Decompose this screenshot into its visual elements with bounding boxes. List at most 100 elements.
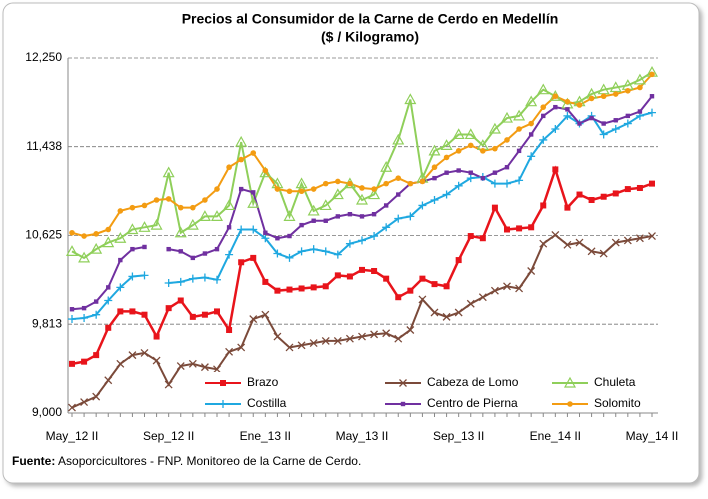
marker bbox=[478, 293, 487, 302]
marker bbox=[515, 176, 524, 185]
marker bbox=[335, 214, 341, 219]
chart-title: Precios al Consumidor de la Carne de Cer… bbox=[182, 11, 559, 27]
legend-label: Costilla bbox=[247, 396, 287, 410]
marker bbox=[382, 329, 391, 338]
marker bbox=[78, 251, 91, 263]
marker bbox=[238, 156, 244, 163]
x-tick-label: Ene_13 II bbox=[240, 429, 291, 443]
x-tick-label: May_14 II bbox=[626, 429, 679, 443]
marker bbox=[576, 102, 583, 108]
marker bbox=[116, 283, 125, 292]
marker bbox=[464, 128, 477, 140]
marker bbox=[575, 238, 584, 247]
marker bbox=[452, 128, 465, 140]
marker bbox=[563, 240, 572, 249]
marker bbox=[467, 142, 474, 149]
marker bbox=[226, 326, 233, 333]
marker bbox=[539, 239, 548, 248]
marker bbox=[563, 111, 572, 120]
marker bbox=[275, 236, 280, 241]
marker bbox=[214, 246, 220, 252]
marker bbox=[118, 257, 123, 263]
marker bbox=[141, 202, 148, 209]
marker bbox=[480, 148, 486, 154]
marker bbox=[213, 365, 221, 374]
marker bbox=[442, 312, 451, 321]
marker bbox=[333, 336, 342, 345]
marker bbox=[468, 170, 473, 175]
x-tick-label: May_12 II bbox=[46, 429, 99, 443]
marker bbox=[164, 279, 173, 288]
marker bbox=[428, 144, 441, 156]
marker bbox=[202, 251, 208, 256]
marker bbox=[479, 235, 486, 242]
marker bbox=[400, 401, 406, 407]
marker bbox=[633, 73, 646, 85]
marker bbox=[430, 308, 439, 317]
marker bbox=[577, 121, 582, 126]
marker bbox=[261, 310, 270, 319]
marker bbox=[380, 160, 393, 172]
marker bbox=[138, 221, 151, 232]
marker bbox=[334, 272, 341, 279]
marker bbox=[430, 196, 439, 204]
marker bbox=[371, 268, 378, 274]
marker bbox=[69, 307, 75, 312]
legend-label: Centro de Pierna bbox=[427, 396, 518, 410]
marker bbox=[311, 218, 316, 223]
marker bbox=[250, 254, 257, 261]
marker bbox=[235, 135, 248, 147]
marker bbox=[418, 295, 427, 304]
marker bbox=[237, 225, 246, 234]
marker bbox=[128, 351, 137, 360]
marker bbox=[431, 164, 438, 171]
marker bbox=[488, 122, 501, 134]
marker bbox=[516, 148, 522, 154]
marker bbox=[321, 336, 330, 345]
legend-label: Chuleta bbox=[594, 375, 636, 389]
marker bbox=[223, 199, 236, 211]
marker bbox=[322, 283, 329, 290]
marker bbox=[407, 287, 414, 294]
marker bbox=[540, 202, 547, 209]
marker bbox=[490, 179, 499, 188]
marker bbox=[165, 305, 172, 312]
marker bbox=[80, 313, 89, 322]
marker bbox=[298, 285, 305, 292]
marker bbox=[551, 125, 560, 133]
marker bbox=[262, 167, 269, 174]
marker bbox=[370, 330, 379, 339]
marker bbox=[104, 296, 113, 305]
marker bbox=[274, 287, 281, 294]
marker bbox=[588, 197, 595, 203]
marker bbox=[186, 218, 199, 230]
marker bbox=[515, 284, 524, 293]
marker bbox=[238, 259, 245, 266]
marker bbox=[323, 218, 328, 223]
marker bbox=[92, 392, 101, 401]
marker bbox=[226, 164, 232, 171]
marker bbox=[383, 275, 390, 282]
marker bbox=[466, 174, 475, 183]
marker bbox=[611, 125, 620, 133]
marker bbox=[92, 310, 101, 319]
marker bbox=[406, 326, 415, 334]
legend-box bbox=[190, 372, 658, 412]
marker bbox=[601, 121, 606, 126]
marker bbox=[513, 109, 526, 121]
marker bbox=[528, 120, 534, 127]
marker bbox=[623, 236, 632, 245]
marker bbox=[141, 311, 148, 318]
marker bbox=[128, 272, 137, 281]
marker bbox=[649, 180, 655, 187]
marker bbox=[359, 185, 365, 191]
marker bbox=[81, 358, 88, 365]
marker bbox=[65, 245, 79, 256]
marker bbox=[600, 193, 607, 200]
marker bbox=[249, 315, 258, 324]
marker bbox=[310, 186, 317, 192]
marker bbox=[527, 152, 536, 161]
marker bbox=[150, 218, 163, 230]
marker bbox=[283, 210, 296, 221]
marker bbox=[116, 359, 125, 368]
